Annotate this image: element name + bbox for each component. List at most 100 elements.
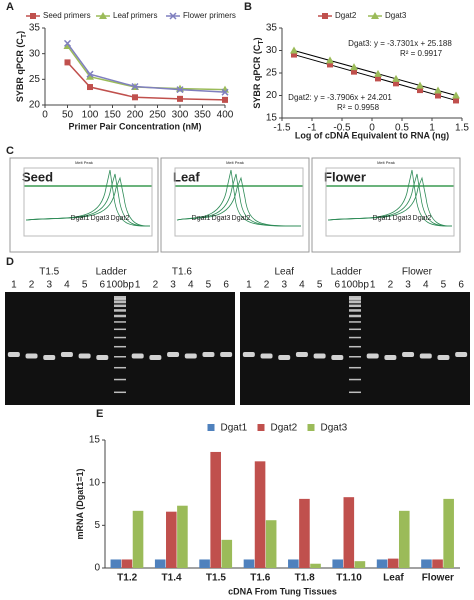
x-tick-label: Flower (422, 573, 454, 584)
bar (166, 511, 177, 568)
marker (351, 68, 357, 75)
x-tick-label: 300 (172, 110, 189, 121)
peak-label: Dgat1 (373, 215, 392, 222)
x-tick-label: T1.4 (162, 573, 182, 584)
band (313, 353, 326, 359)
band (167, 352, 180, 357)
y-tick-label: 25 (266, 68, 278, 79)
y-tick-label: 35 (266, 23, 278, 34)
legend-label: Leaf primers (113, 11, 157, 20)
ladder-band (114, 314, 126, 318)
peak-label: Dgat1 (71, 215, 90, 222)
band (184, 353, 197, 359)
marker (326, 56, 334, 64)
legend-label: Dgat2 (271, 423, 298, 434)
bar (121, 559, 133, 568)
lane-label: 6 (223, 280, 229, 291)
band (437, 355, 450, 360)
lane-label: 5 (441, 280, 447, 291)
marker (392, 74, 400, 82)
band (384, 355, 397, 360)
y-tick-label: 20 (266, 90, 278, 101)
legend-marker (30, 13, 36, 19)
bar (443, 498, 454, 568)
panel-label: D (6, 256, 14, 268)
annotation: Dgat2: y = -3.7906x + 24.201 (288, 93, 392, 102)
ladder-band (114, 336, 126, 339)
band (260, 353, 273, 359)
y-axis-label-part: SYBR qPCR (C (15, 38, 25, 103)
ladder-band (114, 328, 126, 331)
x-tick-label: 150 (104, 110, 121, 121)
marker (176, 86, 184, 94)
band (96, 355, 109, 360)
bar (299, 498, 310, 568)
ladder-band (114, 300, 126, 304)
x-axis-label: Primer Pair Concentration (nM) (68, 121, 201, 131)
x-tick-label: 0 (42, 110, 48, 121)
ladder-band (114, 378, 126, 381)
band (242, 352, 255, 357)
band (43, 355, 56, 360)
ladder-band (114, 304, 126, 308)
marker (290, 46, 298, 54)
band (419, 353, 432, 359)
melt-title: Melt Peak (226, 160, 244, 165)
legend-marker (322, 13, 328, 19)
lane-label: 6 (458, 280, 464, 291)
x-tick-label: -1 (308, 123, 317, 134)
lane-label: 4 (64, 280, 70, 291)
legend-marker (169, 12, 177, 20)
bar (221, 539, 233, 568)
band (402, 352, 415, 357)
band (149, 355, 162, 360)
legend-swatch (257, 424, 265, 431)
lane-label: 5 (206, 280, 212, 291)
y-tick-label: 10 (89, 477, 101, 488)
marker (177, 95, 183, 102)
tissue-label: Flower (324, 169, 366, 184)
bar (432, 559, 443, 568)
peak-label: Dgat1 (192, 215, 211, 222)
melt-curve (327, 176, 453, 227)
peak-label: Dgat3 (91, 215, 110, 222)
plot-area (325, 167, 455, 237)
x-tick-label: 250 (149, 110, 166, 121)
bar (387, 558, 399, 568)
gel (240, 292, 470, 405)
x-tick-label: 0 (369, 123, 375, 134)
legend-label: Flower primers (183, 11, 236, 20)
annotation: R² = 0.9917 (400, 49, 443, 58)
melt-title: Melt Peak (75, 160, 93, 165)
y-axis-label-part: ) (252, 37, 262, 40)
bar (421, 559, 432, 568)
panel-label: A (6, 1, 14, 13)
peak-label: Dgat3 (393, 215, 412, 222)
marker (222, 96, 228, 103)
legend-marker (371, 12, 379, 19)
y-tick-label: 15 (266, 113, 278, 124)
marker (132, 94, 138, 101)
marker (452, 91, 460, 99)
ladder-band (114, 297, 126, 301)
ladder-band (349, 356, 361, 358)
plot-area (23, 167, 153, 237)
x-tick-label: 100 (82, 110, 99, 121)
x-tick-label: -1.5 (273, 123, 291, 134)
peak-label: Dgat2 (413, 215, 432, 222)
x-tick-label: T1.5 (206, 573, 226, 584)
x-tick-label: T1.8 (295, 573, 315, 584)
ladder-band (114, 309, 126, 312)
marker (417, 87, 423, 94)
ladder-band (114, 296, 126, 299)
bar (254, 461, 266, 568)
bar (343, 497, 355, 568)
lane-label: 3 (281, 280, 287, 291)
ladder-band (349, 296, 361, 299)
band (60, 352, 73, 357)
trendline (293, 50, 457, 96)
ladder-band (114, 321, 126, 323)
y-tick-label: 20 (29, 100, 41, 111)
bar (398, 510, 410, 568)
